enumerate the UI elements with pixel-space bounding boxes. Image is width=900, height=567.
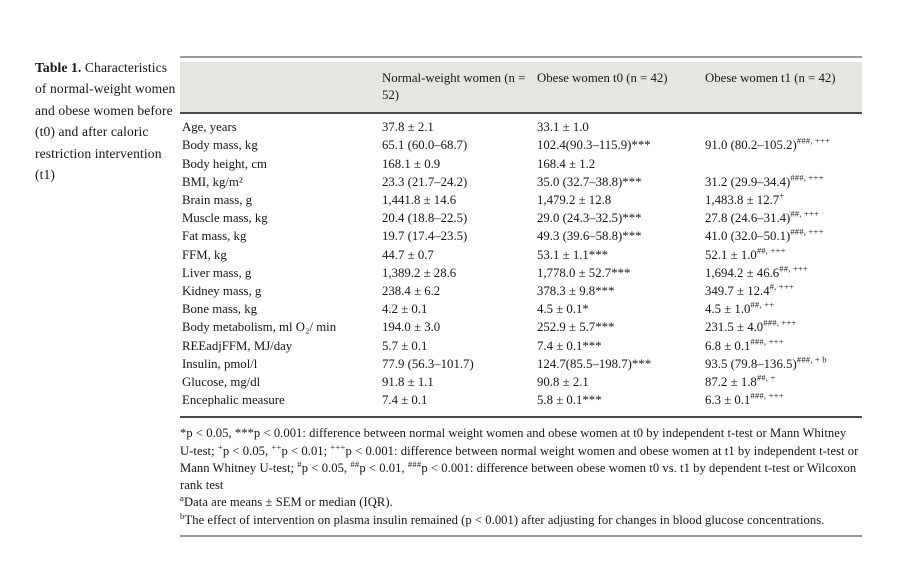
table-cell: 44.7 ± 0.7: [382, 247, 434, 262]
table-cell: 4.2 ± 0.1: [382, 302, 428, 317]
row-label: Body height, cm: [182, 156, 267, 171]
header-cell-normal-weight: Normal-weight women (n = 52): [382, 71, 526, 103]
table-cell: 77.9 (56.3–101.7): [382, 356, 474, 371]
table-caption-label: Table 1.: [35, 60, 82, 75]
row-label: Fat mass, kg: [182, 229, 247, 244]
table-cell: 252.9 ± 5.7***: [537, 320, 615, 335]
table-footnotes: *p < 0.05, ***p < 0.001: difference betw…: [180, 425, 862, 529]
table-cell: 90.8 ± 2.1: [537, 374, 589, 389]
table-cell: 124.7(85.5–198.7)***: [537, 356, 652, 371]
table-cell: 52.1 ± 1.0##, +++: [705, 245, 786, 262]
table-caption-text: Characteristics of normal-weight women a…: [35, 60, 176, 183]
table-cell: 33.1 ± 1.0: [537, 120, 589, 135]
table-cell: 1,389.2 ± 28.6: [382, 265, 457, 280]
table-cell: 102.4(90.3–115.9)***: [537, 138, 651, 153]
table-cell: 49.3 (39.6–58.8)***: [537, 229, 642, 244]
table-cell: 5.8 ± 0.1***: [537, 393, 602, 408]
header-cell-obese-t1: Obese women t1 (n = 42): [705, 71, 836, 85]
table-header-row: Normal-weight women (n = 52) Obese women…: [180, 62, 862, 115]
table-cell: 7.4 ± 0.1: [382, 393, 428, 408]
table-row: Body height, cm 168.1 ± 0.9 168.4 ± 1.2: [180, 157, 862, 175]
row-label: Body metabolism, ml O₂/ min: [182, 320, 337, 335]
table-cell: 4.5 ± 0.1*: [537, 302, 589, 317]
row-label: Body mass, kg: [182, 138, 258, 153]
table-1: Normal-weight women (n = 52) Obese women…: [180, 56, 862, 538]
table-cell: [703, 120, 862, 138]
row-label: Bone mass, kg: [182, 302, 258, 317]
table-cell: 1,441.8 ± 14.6: [382, 193, 457, 208]
row-label: Brain mass, g: [182, 193, 253, 208]
table-body: Age, years 37.8 ± 2.1 33.1 ± 1.0 Body mass,…: [180, 114, 862, 419]
table-cell: 91.8 ± 1.1: [382, 374, 434, 389]
table-cell: 91.0 (80.2–105.2)###, +++: [705, 136, 831, 153]
table-cell: 6.3 ± 0.1###, +++: [705, 390, 784, 408]
row-label: BMI, kg/m²: [182, 174, 243, 189]
row-label: FFM, kg: [182, 247, 227, 262]
table-cell: 35.0 (32.7–38.8)***: [537, 174, 642, 189]
table-cell: 4.5 ± 1.0##, ++: [705, 299, 775, 317]
table-cell: 238.4 ± 6.2: [382, 283, 441, 298]
table-cell: 1,483.8 ± 12.7+: [705, 190, 785, 208]
table-cell: 231.5 ± 4.0###, +++: [705, 318, 797, 335]
table-row: Liver mass, g 1,389.2 ± 28.6 1,778.0 ± 52.…: [180, 263, 862, 284]
row-label: Age, years: [182, 120, 237, 135]
row-label: Glucose, mg/dl: [182, 374, 261, 389]
table-cell: 1,778.0 ± 52.7***: [537, 265, 631, 280]
table-cell: 20.4 (18.8–22.5): [382, 211, 468, 226]
table-cell: 93.5 (79.8–136.5)###, + b: [705, 354, 827, 371]
table-row: Body metabolism, ml O₂/ min 194.0 ± 3.0 25…: [180, 318, 862, 338]
footnote: aData are means ± SEM or median (IQR).: [180, 493, 393, 510]
footnote: bThe effect of intervention on plasma in…: [180, 510, 825, 527]
table-cell: 37.8 ± 2.1: [382, 120, 434, 135]
table-cell: 19.7 (17.4–23.5): [382, 229, 468, 244]
table-cell: 27.8 (24.6–31.4)##, +++: [705, 208, 820, 226]
table-cell: 41.0 (32.0–50.1)###, +++: [705, 227, 824, 244]
header-cell-empty: [180, 68, 380, 104]
header-cell-obese-t0: Obese women t0 (n = 42): [537, 71, 668, 85]
row-label: Insulin, pmol/l: [182, 356, 258, 371]
table-cell: 194.0 ± 3.0: [382, 320, 441, 335]
row-label: Kidney mass, g: [182, 283, 262, 298]
table-cell: 23.3 (21.7–24.2): [382, 174, 468, 189]
table-row: Muscle mass, kg 20.4 (18.8–22.5) 29.0 (24.…: [180, 208, 862, 229]
table-row: Encephalic measure 7.4 ± 0.1 5.8 ± 0.1*** 6…: [180, 390, 862, 411]
table-row: Brain mass, g 1,441.8 ± 14.6 1,479.2 ± 12.…: [180, 190, 862, 211]
table-cell: 5.7 ± 0.1: [382, 338, 428, 353]
table-cell: 1,479.2 ± 12.8: [537, 193, 612, 208]
table-row: Bone mass, kg 4.2 ± 0.1 4.5 ± 0.1* 4.5 ± 1.…: [180, 299, 862, 320]
table-row: BMI, kg/m² 23.3 (21.7–24.2) 35.0 (32.7–38.…: [180, 172, 862, 193]
table-cell: 31.2 (29.9–34.4)###, +++: [705, 172, 824, 189]
table-row: REEadjFFM, MJ/day 5.7 ± 0.1 7.4 ± 0.1*** 6.…: [180, 336, 862, 357]
table-bottom-rule: [180, 535, 862, 538]
table-cell: 65.1 (60.0–68.7): [382, 138, 468, 153]
row-label: Muscle mass, kg: [182, 211, 268, 226]
table-cell: 349.7 ± 12.4#, +++: [705, 281, 794, 298]
row-label: REEadjFFM, MJ/day: [182, 338, 293, 353]
table-top-rule: [180, 56, 862, 58]
row-label: Liver mass, g: [182, 265, 252, 280]
table-cell: 378.3 ± 9.8***: [537, 283, 615, 298]
table-cell: 168.4 ± 1.2: [537, 156, 596, 171]
table-cell: 6.8 ± 0.1###, +++: [705, 336, 784, 353]
table-cell: 53.1 ± 1.1***: [537, 247, 609, 262]
footnote: *p < 0.05, ***p < 0.001: difference betw…: [180, 426, 859, 493]
table-row: Age, years 37.8 ± 2.1 33.1 ± 1.0: [180, 120, 862, 138]
table-row: Insulin, pmol/l 77.9 (56.3–101.7) 124.7(85…: [180, 354, 862, 375]
table-cell: 168.1 ± 0.9: [382, 156, 441, 171]
table-row: Fat mass, kg 19.7 (17.4–23.5) 49.3 (39.6–5…: [180, 227, 862, 247]
table-cell: 87.2 ± 1.8##, +: [705, 372, 776, 389]
table-caption: Table 1. Characteristics of normal-weigh…: [35, 57, 179, 186]
table-cell: 1,694.2 ± 46.6##, +++: [705, 263, 809, 280]
row-label: Encephalic measure: [182, 393, 285, 408]
table-row: Body mass, kg 65.1 (60.0–68.7) 102.4(90.3–…: [180, 136, 862, 156]
table-row: Kidney mass, g 238.4 ± 6.2 378.3 ± 9.8*** 3…: [180, 281, 862, 302]
table-row: FFM, kg 44.7 ± 0.7 53.1 ± 1.1*** 52.1 ± 1.0…: [180, 245, 862, 266]
table-cell: 29.0 (24.3–32.5)***: [537, 211, 642, 226]
table-cell: [703, 157, 862, 175]
table-cell: 7.4 ± 0.1***: [537, 338, 602, 353]
table-row: Glucose, mg/dl 91.8 ± 1.1 90.8 ± 2.1 87.2 ±…: [180, 372, 862, 393]
